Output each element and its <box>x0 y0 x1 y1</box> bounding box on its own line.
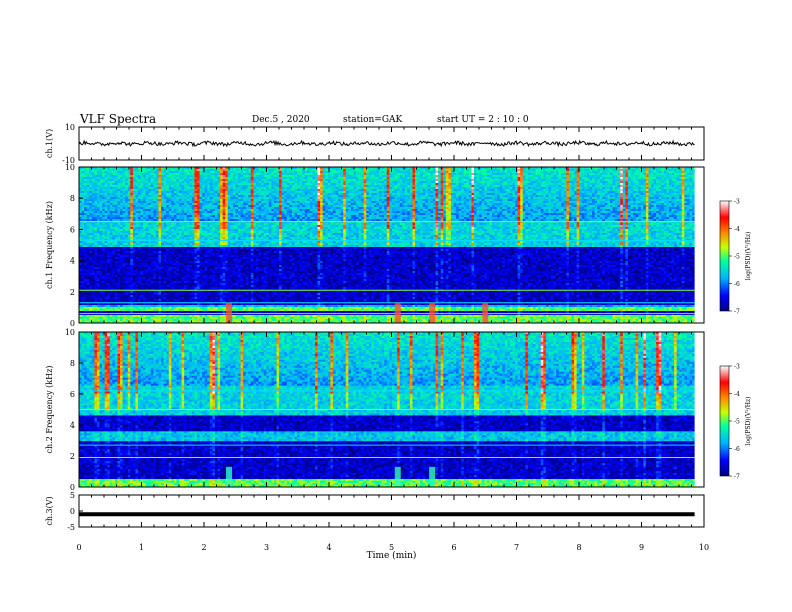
y-tick-label: 2 <box>70 452 75 461</box>
x-tick-label: 7 <box>514 543 519 552</box>
x-tick-label: 10 <box>699 543 709 552</box>
x-tick-label: 1 <box>139 543 144 552</box>
burst-mark <box>226 303 232 323</box>
ch3-waveform-ylabel: ch.3(V) <box>45 496 54 525</box>
x-tick-label: 2 <box>201 543 206 552</box>
y-tick-label: 6 <box>70 390 75 399</box>
x-tick-label: 8 <box>576 543 581 552</box>
burst-mark <box>395 303 401 323</box>
colorbar-tick-label: -3 <box>734 364 740 371</box>
burst-mark <box>429 467 435 487</box>
colorbar-tick-label: -7 <box>734 474 740 481</box>
x-tick-label: 4 <box>326 543 331 552</box>
y-tick-label: 4 <box>70 421 75 430</box>
colorbar-tick-label: -4 <box>734 226 740 233</box>
y-tick-label: 8 <box>70 359 75 368</box>
colorbar-tick-label: -6 <box>734 446 740 453</box>
ch1-trace <box>79 141 695 146</box>
x-tick-label: 3 <box>264 543 269 552</box>
colorbar-tick-label: -6 <box>734 281 740 288</box>
y-tick-label: 0 <box>70 319 75 328</box>
y-tick-label: 0 <box>70 507 75 516</box>
y-tick-label: 8 <box>70 194 75 203</box>
colorbar-tick-label: -5 <box>734 419 740 426</box>
x-axis-label: Time (min) <box>367 550 417 561</box>
burst-mark <box>429 303 435 323</box>
colorbar-label: log(PSD)(V²/Hz) <box>745 397 752 446</box>
colorbar-tick-label: -5 <box>734 254 740 261</box>
burst-mark <box>482 303 488 323</box>
y-tick-label: 10 <box>65 123 75 132</box>
ch2-spectrogram <box>79 332 704 487</box>
x-tick-label: 6 <box>451 543 456 552</box>
colorbar-2: -3 -4 -5 -6 -7 log(PSD)(V²/Hz) <box>720 364 752 481</box>
colorbar-tick-label: -3 <box>734 199 740 206</box>
colorbar-1: -3 -4 -5 -6 -7 log(PSD)(V²/Hz) <box>720 199 752 316</box>
ch2-spectrogram-ylabel: ch.2 Frequency (kHz) <box>45 366 54 454</box>
burst-mark <box>226 467 232 487</box>
y-tick-label: 6 <box>70 225 75 234</box>
y-tick-label: 4 <box>70 257 75 266</box>
y-tick-label: 5 <box>70 491 75 500</box>
colorbar-tick-label: -7 <box>734 309 740 316</box>
y-tick-label: 10 <box>65 328 75 337</box>
x-tick-label: 9 <box>639 543 644 552</box>
y-tick-label: 10 <box>65 163 75 172</box>
colorbar-label: log(PSD)(V²/Hz) <box>745 232 752 281</box>
ch1-waveform-ylabel: ch.1(V) <box>45 129 54 158</box>
y-tick-label: -5 <box>67 523 75 532</box>
ch1-spectrogram-ylabel: ch.1 Frequency (kHz) <box>45 201 54 289</box>
burst-mark <box>395 467 401 487</box>
y-tick-label: 2 <box>70 288 75 297</box>
colorbar-tick-label: -4 <box>734 391 740 398</box>
ch1-spectrogram <box>79 167 704 323</box>
x-tick-label: 0 <box>76 543 81 552</box>
